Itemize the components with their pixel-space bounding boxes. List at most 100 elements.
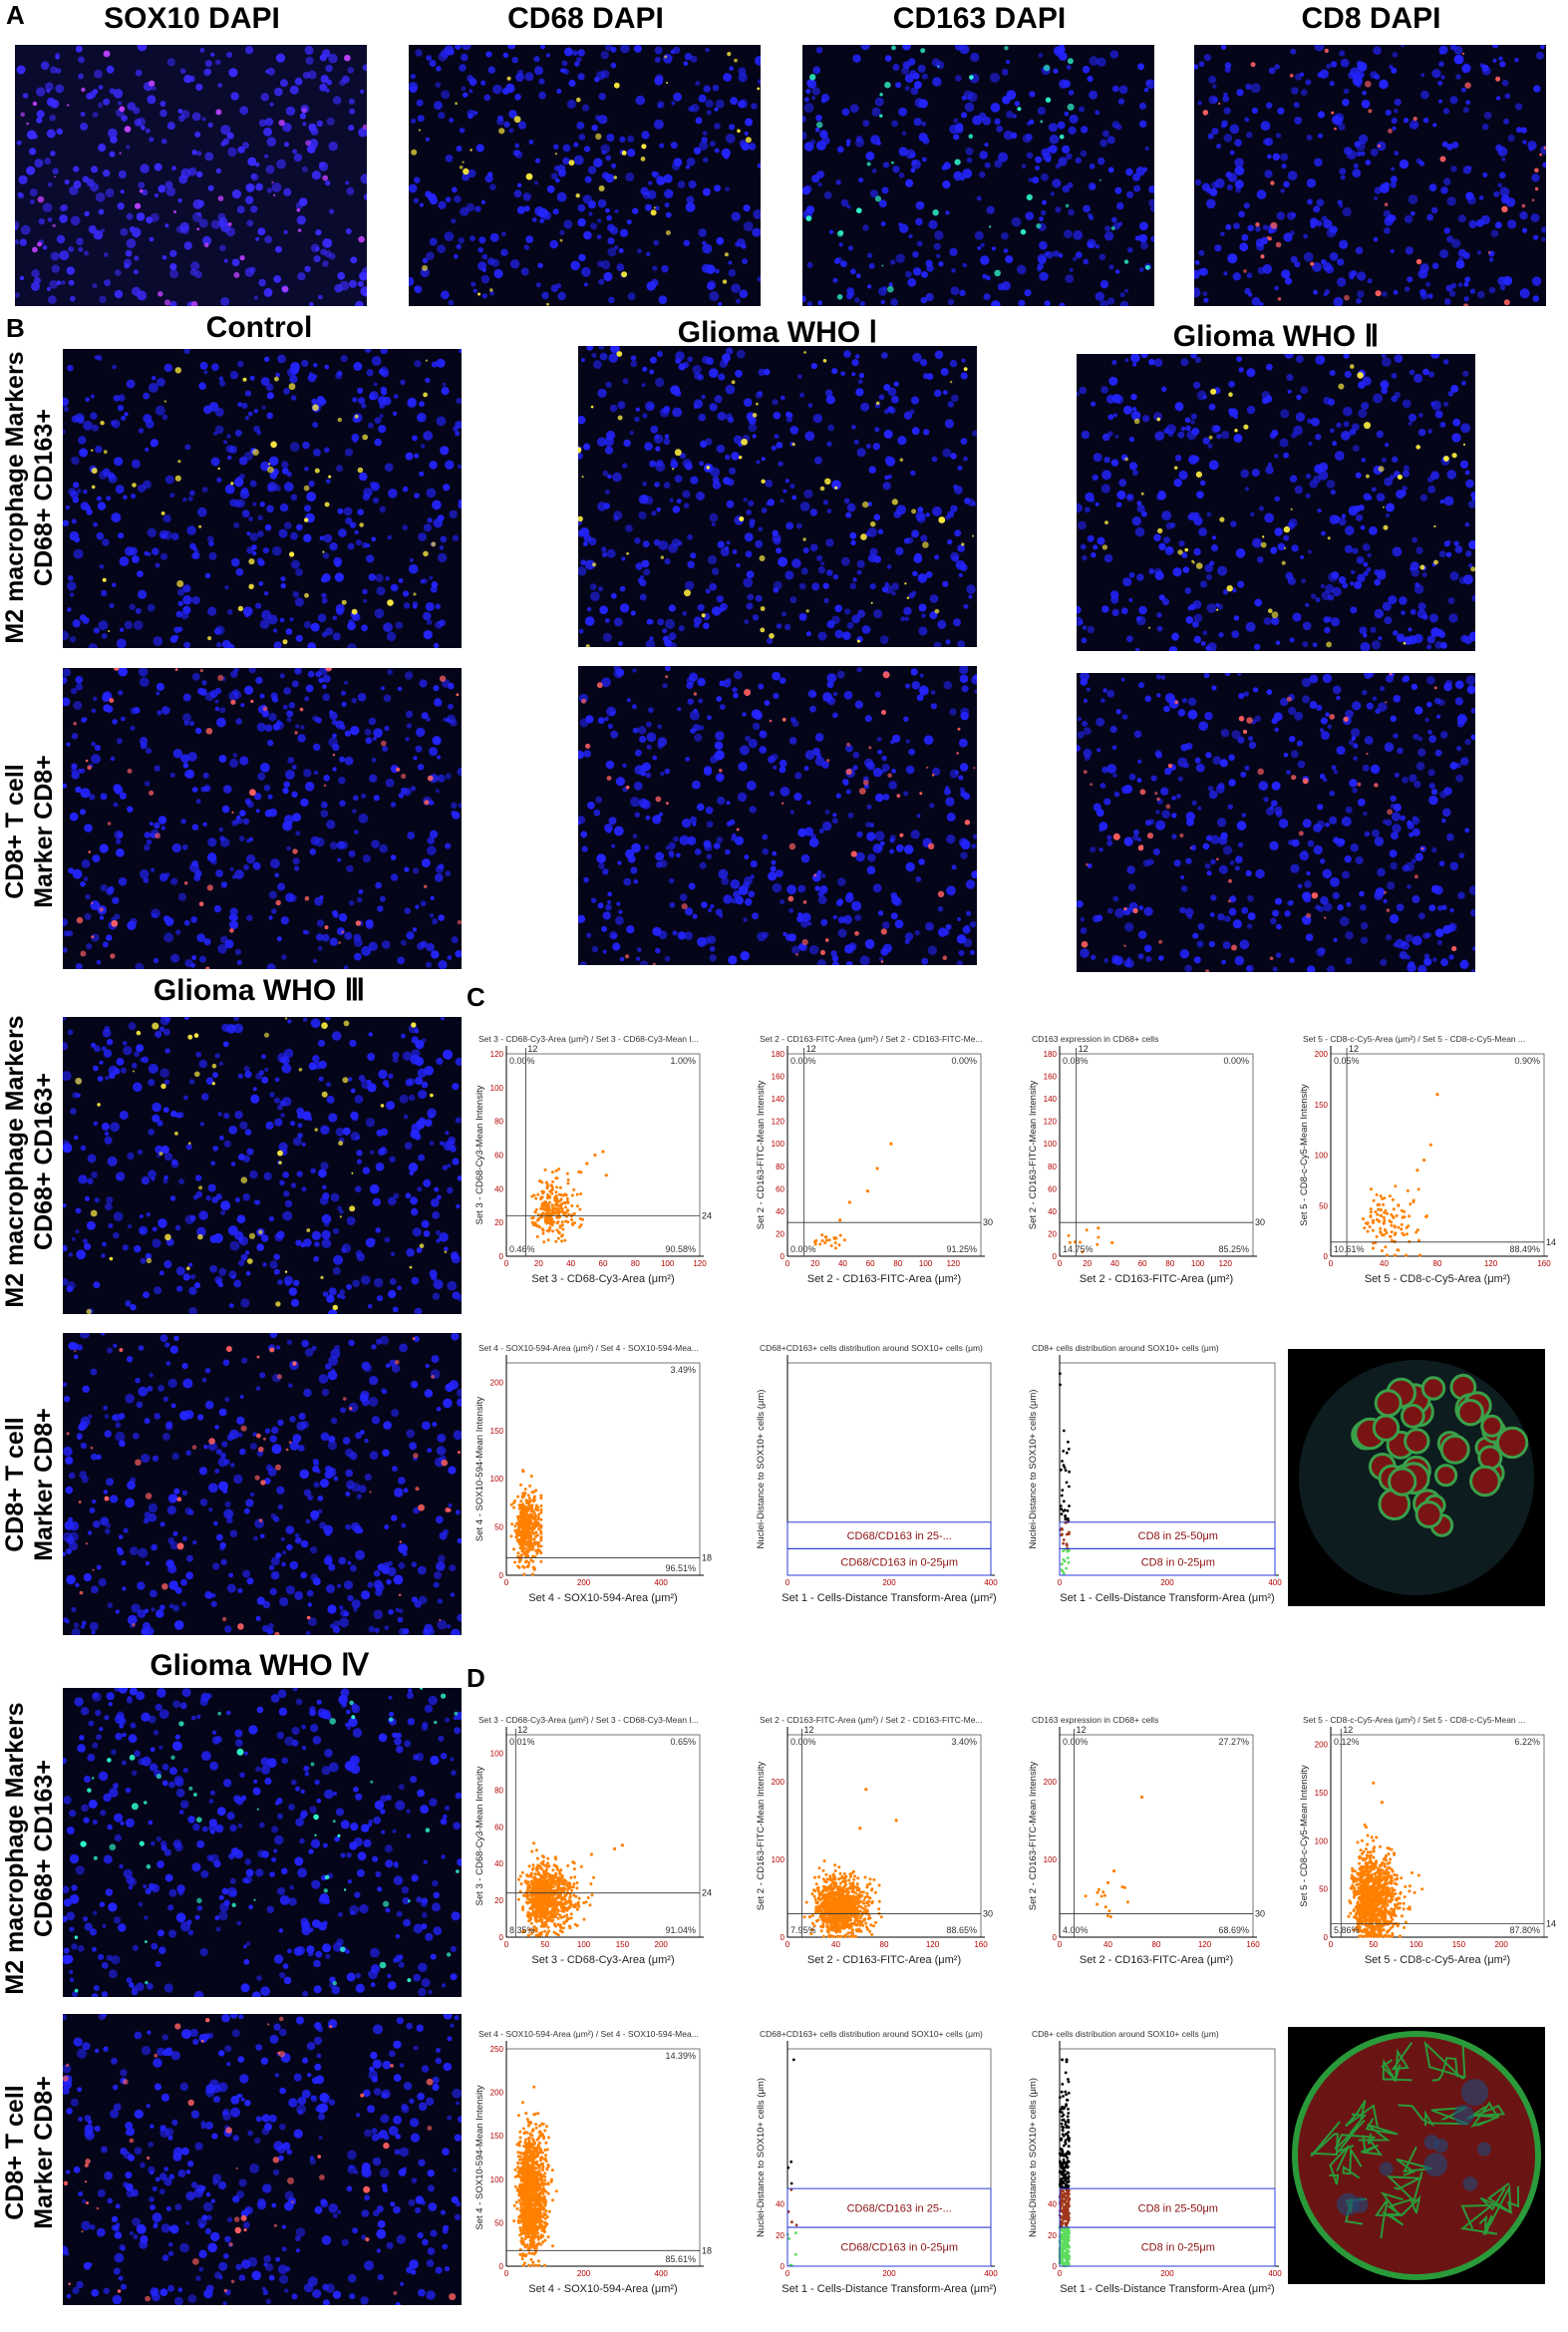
nucleus — [1345, 806, 1353, 814]
nucleus — [492, 84, 502, 95]
marker-dot — [149, 80, 156, 87]
nucleus — [105, 1076, 110, 1081]
marker-dot — [506, 76, 511, 81]
nucleus — [1399, 596, 1408, 605]
marker-dot — [163, 400, 166, 403]
nucleus — [356, 1252, 366, 1262]
nucleus — [182, 763, 189, 769]
nucleus — [169, 263, 177, 271]
nucleus — [736, 238, 746, 247]
nucleus — [440, 1017, 446, 1021]
marker-dot — [1219, 516, 1225, 522]
nucleus — [533, 56, 540, 63]
nucleus — [421, 712, 429, 720]
nucleus — [583, 230, 592, 240]
nucleus — [1248, 741, 1257, 750]
nucleus — [305, 56, 314, 65]
nucleus — [1332, 685, 1342, 695]
nucleus — [831, 818, 838, 825]
nucleus — [447, 955, 453, 960]
nucleus — [619, 585, 626, 592]
nucleus — [955, 45, 964, 51]
nucleus — [634, 416, 640, 423]
nucleus — [202, 68, 211, 77]
nucleus — [133, 269, 139, 275]
nucleus — [220, 125, 231, 136]
nucleus — [912, 267, 922, 276]
nucleus — [581, 266, 591, 277]
nucleus — [945, 923, 952, 930]
nucleus — [1440, 186, 1448, 194]
nucleus — [597, 902, 604, 909]
nucleus — [322, 693, 331, 702]
nucleus — [402, 486, 409, 493]
nucleus — [1309, 701, 1318, 709]
nucleus — [631, 842, 641, 853]
nucleus — [1465, 479, 1474, 489]
nucleus — [1245, 869, 1252, 876]
marker-dot — [1419, 564, 1425, 570]
nucleus — [1209, 912, 1215, 917]
nucleus — [1466, 195, 1476, 205]
nucleus — [1163, 536, 1170, 544]
nucleus — [826, 673, 837, 683]
marker-dot — [1334, 127, 1337, 131]
nucleus — [264, 724, 273, 732]
nucleus — [360, 89, 365, 94]
nucleus — [803, 489, 813, 499]
marker-dot — [119, 152, 122, 155]
marker-dot — [1366, 474, 1370, 479]
nucleus — [668, 604, 676, 612]
nucleus — [91, 742, 96, 747]
nucleus — [301, 359, 309, 367]
nucleus — [435, 789, 440, 794]
nucleus — [669, 851, 675, 858]
nucleus — [746, 570, 755, 579]
nucleus — [684, 931, 693, 940]
nucleus — [1471, 594, 1475, 602]
nucleus — [1352, 423, 1360, 432]
marker-dot — [845, 769, 852, 776]
nucleus — [663, 482, 671, 489]
nucleus — [240, 703, 245, 708]
nucleus — [1351, 728, 1361, 738]
marker-dot — [932, 209, 939, 216]
nucleus — [671, 538, 681, 547]
nucleus — [791, 558, 801, 568]
nucleus — [627, 854, 636, 863]
nucleus — [910, 152, 916, 159]
nucleus — [259, 763, 270, 773]
row-label-text: Marker CD8+ — [30, 2076, 58, 2229]
nucleus — [451, 1251, 459, 1260]
nucleus — [1465, 675, 1475, 686]
marker-dot — [1192, 561, 1195, 564]
nucleus — [368, 1032, 373, 1037]
nucleus — [344, 680, 349, 685]
nucleus — [1181, 697, 1188, 704]
nucleus — [1381, 381, 1389, 389]
nucleus — [1155, 674, 1161, 680]
nucleus — [594, 77, 600, 83]
nucleus — [853, 439, 859, 445]
nucleus — [653, 434, 664, 444]
nucleus — [806, 800, 811, 806]
nucleus — [344, 931, 353, 940]
nucleus — [962, 262, 967, 268]
nucleus — [228, 1126, 238, 1135]
marker-dot — [665, 230, 671, 235]
nucleus — [1370, 148, 1379, 157]
nucleus — [607, 237, 615, 245]
nucleus — [614, 245, 619, 250]
nucleus — [455, 950, 462, 958]
nucleus — [1417, 602, 1426, 611]
nucleus — [687, 356, 693, 363]
nucleus — [154, 192, 159, 198]
marker-dot — [1231, 944, 1237, 951]
nucleus — [748, 890, 756, 898]
nucleus — [437, 755, 442, 760]
nucleus — [15, 292, 20, 298]
nucleus — [390, 584, 397, 591]
nucleus — [1495, 144, 1503, 152]
nucleus — [739, 99, 749, 109]
nucleus — [957, 640, 966, 647]
